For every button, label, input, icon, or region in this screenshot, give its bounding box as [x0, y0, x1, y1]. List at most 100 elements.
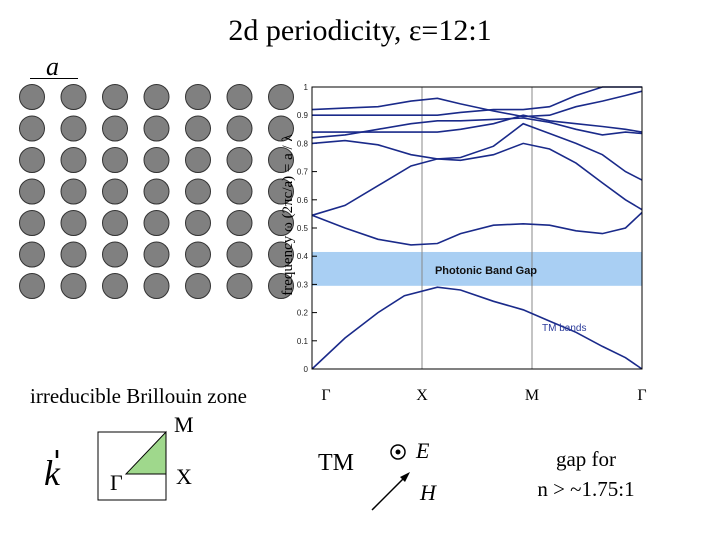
y-tick-label: 0.3: [297, 280, 309, 289]
dielectric-rod: [226, 178, 253, 205]
band-gap-label: Photonic Band Gap: [435, 265, 537, 277]
dielectric-rod: [60, 178, 87, 205]
dielectric-rod: [268, 147, 294, 173]
y-tick-label: 0.5: [297, 224, 309, 233]
dielectric-rod: [102, 178, 128, 205]
band-line: [311, 117, 643, 139]
dielectric-rod: [143, 178, 170, 205]
band-line: [311, 122, 643, 181]
gap-note: gap for n > ~1.75:1: [518, 444, 654, 504]
dielectric-rod: [185, 115, 211, 142]
dielectric-rod: [19, 115, 45, 142]
y-tick-label: 0.7: [297, 168, 309, 177]
dielectric-rod: [268, 178, 294, 205]
dielectric-rod: [102, 241, 128, 268]
h-field-arrowhead-icon: [400, 472, 410, 482]
dielectric-rod: [60, 210, 87, 236]
band-line: [311, 286, 643, 370]
dielectric-rod: [143, 147, 170, 173]
dielectric-rod: [185, 84, 211, 110]
dielectric-rod: [60, 84, 87, 110]
dielectric-rod: [102, 115, 128, 142]
band-line: [311, 90, 643, 118]
e-field-label: E: [416, 438, 430, 463]
dielectric-rod: [185, 241, 211, 268]
gamma-point-label: Γ: [110, 470, 123, 495]
y-tick-label: 0.4: [297, 252, 309, 261]
dielectric-rod: [185, 210, 211, 236]
dielectric-rod: [185, 273, 211, 299]
lattice-constant-label: a: [46, 52, 59, 81]
chart-frame: [311, 86, 643, 370]
e-field-dot-icon: [395, 449, 401, 455]
dielectric-rod: [185, 178, 211, 205]
dielectric-rod: [143, 115, 170, 142]
dielectric-rod: [185, 147, 211, 173]
gap-note-line1: gap for: [555, 447, 617, 471]
gap-note-line2: n > ~1.75:1: [537, 477, 635, 501]
y-tick-label: 0.9: [297, 111, 309, 120]
x-axis-label: Γ: [321, 387, 330, 404]
k-vector-label: k: [44, 453, 60, 493]
h-field-label: H: [420, 480, 436, 505]
m-point-label: M: [174, 412, 194, 437]
dielectric-rod: [19, 147, 45, 173]
dielectric-rod: [102, 273, 128, 299]
dielectric-rod: [143, 210, 170, 236]
dielectric-rod: [226, 84, 253, 110]
dielectric-rod: [226, 115, 253, 142]
band-line: [311, 142, 643, 217]
page-title: 2d periodicity, ε=12:1: [228, 14, 492, 47]
brillouin-zone-triangle: [124, 430, 167, 475]
band-line: [311, 211, 643, 246]
dielectric-rod: [226, 273, 253, 299]
band-line: [312, 86, 642, 116]
chart-grid: [421, 87, 533, 369]
y-axis-label: frequency ω (2πc/a) = a / λ: [280, 134, 296, 296]
dielectric-rod: [268, 210, 294, 236]
lattice-constant-bar: [30, 78, 78, 79]
dielectric-rod: [102, 147, 128, 173]
brillouin-zone-square: [97, 431, 167, 501]
dielectric-rod: [60, 273, 87, 299]
dielectric-rod: [226, 210, 253, 236]
e-field-out-of-plane-icon: [390, 444, 406, 460]
y-tick-label: 1: [304, 83, 309, 92]
h-field-arrow-icon: [371, 477, 405, 511]
dielectric-rod: [60, 147, 87, 173]
dielectric-rod: [268, 115, 294, 142]
dielectric-rod: [143, 273, 170, 299]
dielectric-rod: [268, 241, 294, 268]
dielectric-rod: [268, 84, 294, 110]
dielectric-rod: [226, 241, 253, 268]
y-axis-ticks: 0 0.1 0.2 0.3 0.4 0.5 0.6 0.7 0.8 0.9 1: [297, 83, 317, 374]
band-line: [312, 114, 643, 133]
dielectric-rod: [102, 210, 128, 236]
dielectric-rod: [226, 147, 253, 173]
dielectric-rod: [19, 84, 45, 110]
dielectric-rod: [268, 273, 294, 299]
y-tick-label: 0: [304, 365, 309, 374]
band-gap-region: [312, 251, 642, 286]
brillouin-zone-label: irreducible Brillouin zone: [30, 384, 247, 408]
dielectric-rod: [60, 115, 87, 142]
dielectric-rod: [143, 84, 170, 110]
dielectric-rod: [143, 241, 170, 268]
x-point-label: X: [176, 464, 192, 489]
band-lines: [311, 86, 643, 370]
dielectric-rod: [19, 210, 45, 236]
tm-label: TM: [318, 450, 354, 476]
y-tick-label: 0.8: [297, 139, 309, 148]
dielectric-rod: [19, 273, 45, 299]
dielectric-rod: [60, 241, 87, 268]
series-label: TM bands: [542, 323, 586, 334]
y-tick-label: 0.1: [297, 337, 309, 346]
x-axis-label: M: [525, 387, 539, 404]
x-axis-label: X: [416, 387, 428, 404]
x-axis-label: Γ: [637, 387, 646, 404]
dielectric-rod: [102, 84, 128, 110]
dielectric-rod: [19, 241, 45, 268]
